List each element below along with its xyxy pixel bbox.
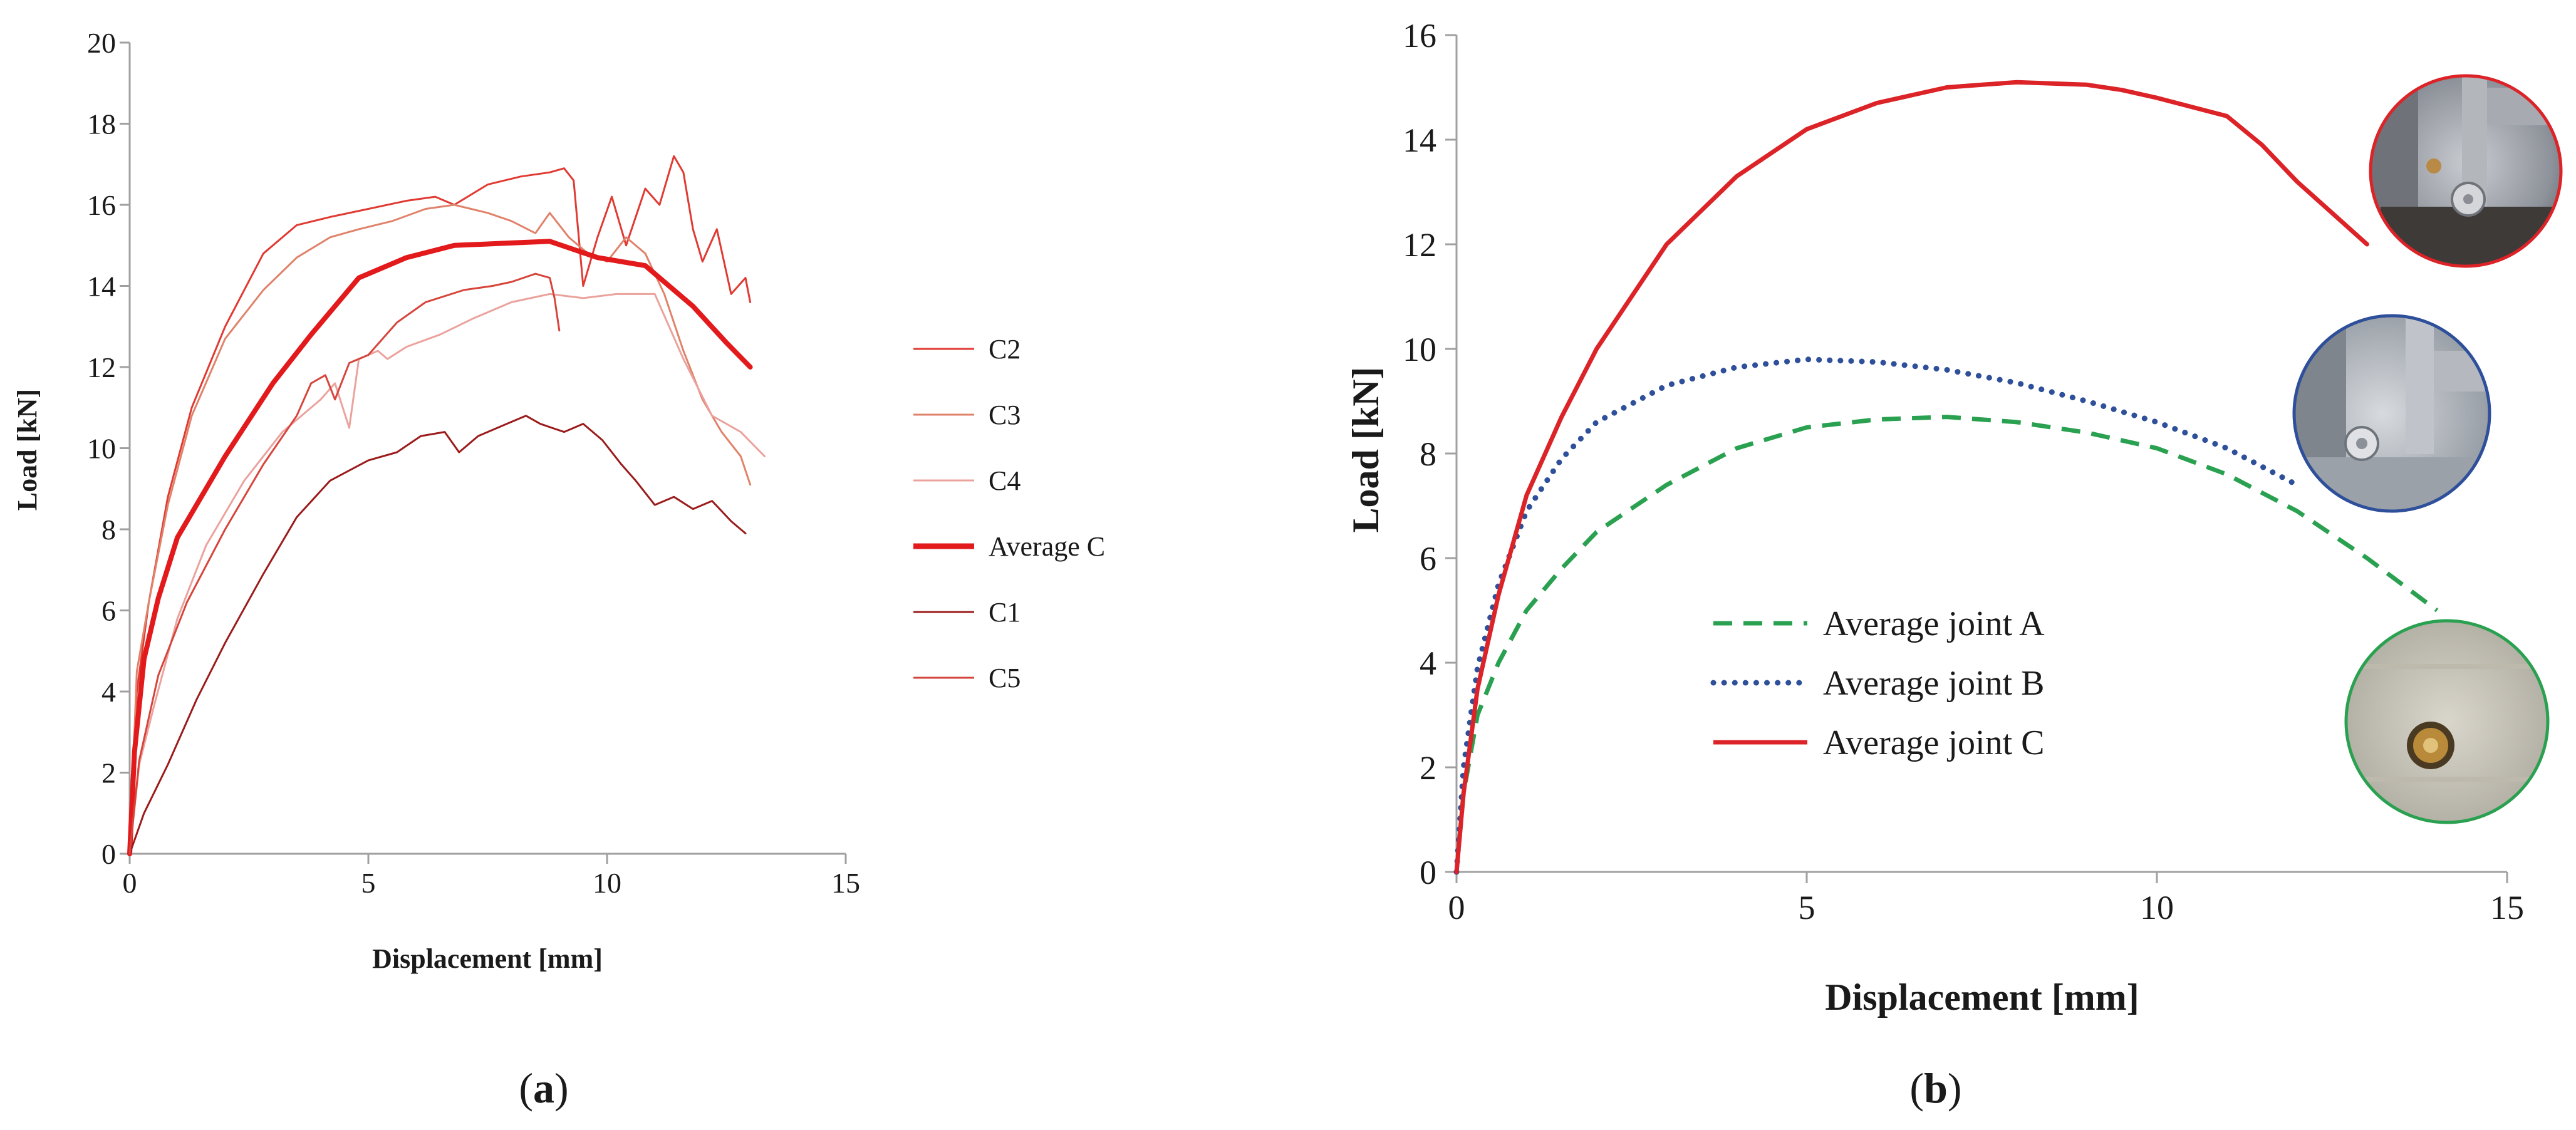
series-line-c1 bbox=[128, 415, 747, 855]
x-tick-label: 15 bbox=[2490, 889, 2524, 926]
legend-b: Average joint A Average joint B Average jo… bbox=[1710, 604, 2045, 762]
legend-label: C5 bbox=[989, 663, 1021, 693]
y-tick-label: 2 bbox=[101, 757, 116, 789]
y-tick-label: 8 bbox=[1420, 435, 1436, 473]
x-tick-label: 5 bbox=[1799, 889, 1815, 926]
svg-text:(a): (a) bbox=[519, 1064, 568, 1112]
joint-a-photo bbox=[2344, 619, 2550, 824]
y-axis-label-b: Load [kN] bbox=[1345, 366, 1386, 532]
y-tick-label: 6 bbox=[1420, 540, 1436, 578]
legend-label: C3 bbox=[989, 400, 1021, 430]
legend-label: Average joint A bbox=[1823, 604, 2045, 643]
series-line-c5 bbox=[128, 272, 561, 855]
joint-b-photo bbox=[2292, 314, 2491, 513]
legend-label: Average joint B bbox=[1823, 664, 2045, 703]
y-tick-label: 16 bbox=[1403, 17, 1436, 54]
legend-label: C4 bbox=[989, 465, 1021, 496]
legend-label: C1 bbox=[989, 597, 1021, 628]
y-tick-label: 18 bbox=[87, 108, 116, 140]
x-tick-label: 0 bbox=[123, 867, 137, 899]
axes-a: 0 5 10 15 0 2 4 6 8 10 12 14 16 18 20 bbox=[87, 27, 860, 899]
legend-a: C2 C3 C4 Average C C1 C5 bbox=[913, 334, 1105, 693]
y-tick-label: 4 bbox=[101, 676, 116, 708]
series-line-average-joint-c bbox=[1454, 80, 2369, 874]
chart-panel-b: Load [kN] Displacement [mm] 0 5 10 15 0 2 4 6 8 1… bbox=[1345, 17, 2563, 1018]
caption-a: (a) bbox=[519, 1064, 568, 1112]
y-axis-label-a: Load [kN] bbox=[12, 389, 43, 511]
series-group-a bbox=[127, 155, 766, 856]
y-tick-label: 2 bbox=[1420, 749, 1436, 787]
series-line-c2 bbox=[128, 155, 752, 855]
x-tick-label: 10 bbox=[593, 867, 621, 899]
x-axis-label-a: Displacement [mm] bbox=[372, 943, 603, 974]
svg-text:(b): (b) bbox=[1909, 1064, 1961, 1112]
y-tick-label: 8 bbox=[101, 514, 116, 546]
y-tick-label: 14 bbox=[1403, 122, 1436, 159]
series-group-b bbox=[1453, 80, 2439, 875]
chart-panel-a: Load [kN] Displacement [mm] 0 5 10 15 0 2 4 6 8 1… bbox=[12, 27, 1105, 974]
series-line-average-c bbox=[127, 239, 753, 856]
legend-label: Average joint C bbox=[1823, 723, 2045, 762]
x-tick-label: 10 bbox=[2140, 889, 2174, 926]
series-line-c3 bbox=[128, 204, 752, 855]
legend-label: C2 bbox=[989, 334, 1021, 365]
y-tick-label: 10 bbox=[1403, 331, 1436, 368]
y-tick-label: 10 bbox=[87, 433, 116, 465]
y-tick-label: 12 bbox=[87, 351, 116, 383]
caption-b: (b) bbox=[1909, 1064, 1961, 1112]
y-tick-label: 14 bbox=[87, 271, 116, 303]
x-axis-label-b: Displacement [mm] bbox=[1825, 977, 2139, 1018]
series-line-average-joint-a bbox=[1454, 415, 2439, 873]
y-tick-label: 12 bbox=[1403, 226, 1436, 264]
y-tick-label: 4 bbox=[1420, 645, 1436, 682]
y-tick-label: 16 bbox=[87, 189, 116, 221]
y-tick-label: 20 bbox=[87, 27, 116, 59]
x-tick-label: 5 bbox=[361, 867, 376, 899]
y-tick-label: 0 bbox=[101, 838, 116, 870]
x-tick-label: 0 bbox=[1448, 889, 1465, 926]
legend-label: Average C bbox=[989, 531, 1105, 562]
y-tick-label: 0 bbox=[1420, 854, 1436, 891]
x-tick-label: 15 bbox=[831, 867, 860, 899]
y-tick-label: 6 bbox=[101, 595, 116, 627]
joint-c-photo bbox=[2369, 74, 2563, 268]
axes-b: 0 5 10 15 0 2 4 6 8 10 12 14 16 bbox=[1403, 17, 2524, 926]
series-line-c4 bbox=[128, 293, 766, 855]
